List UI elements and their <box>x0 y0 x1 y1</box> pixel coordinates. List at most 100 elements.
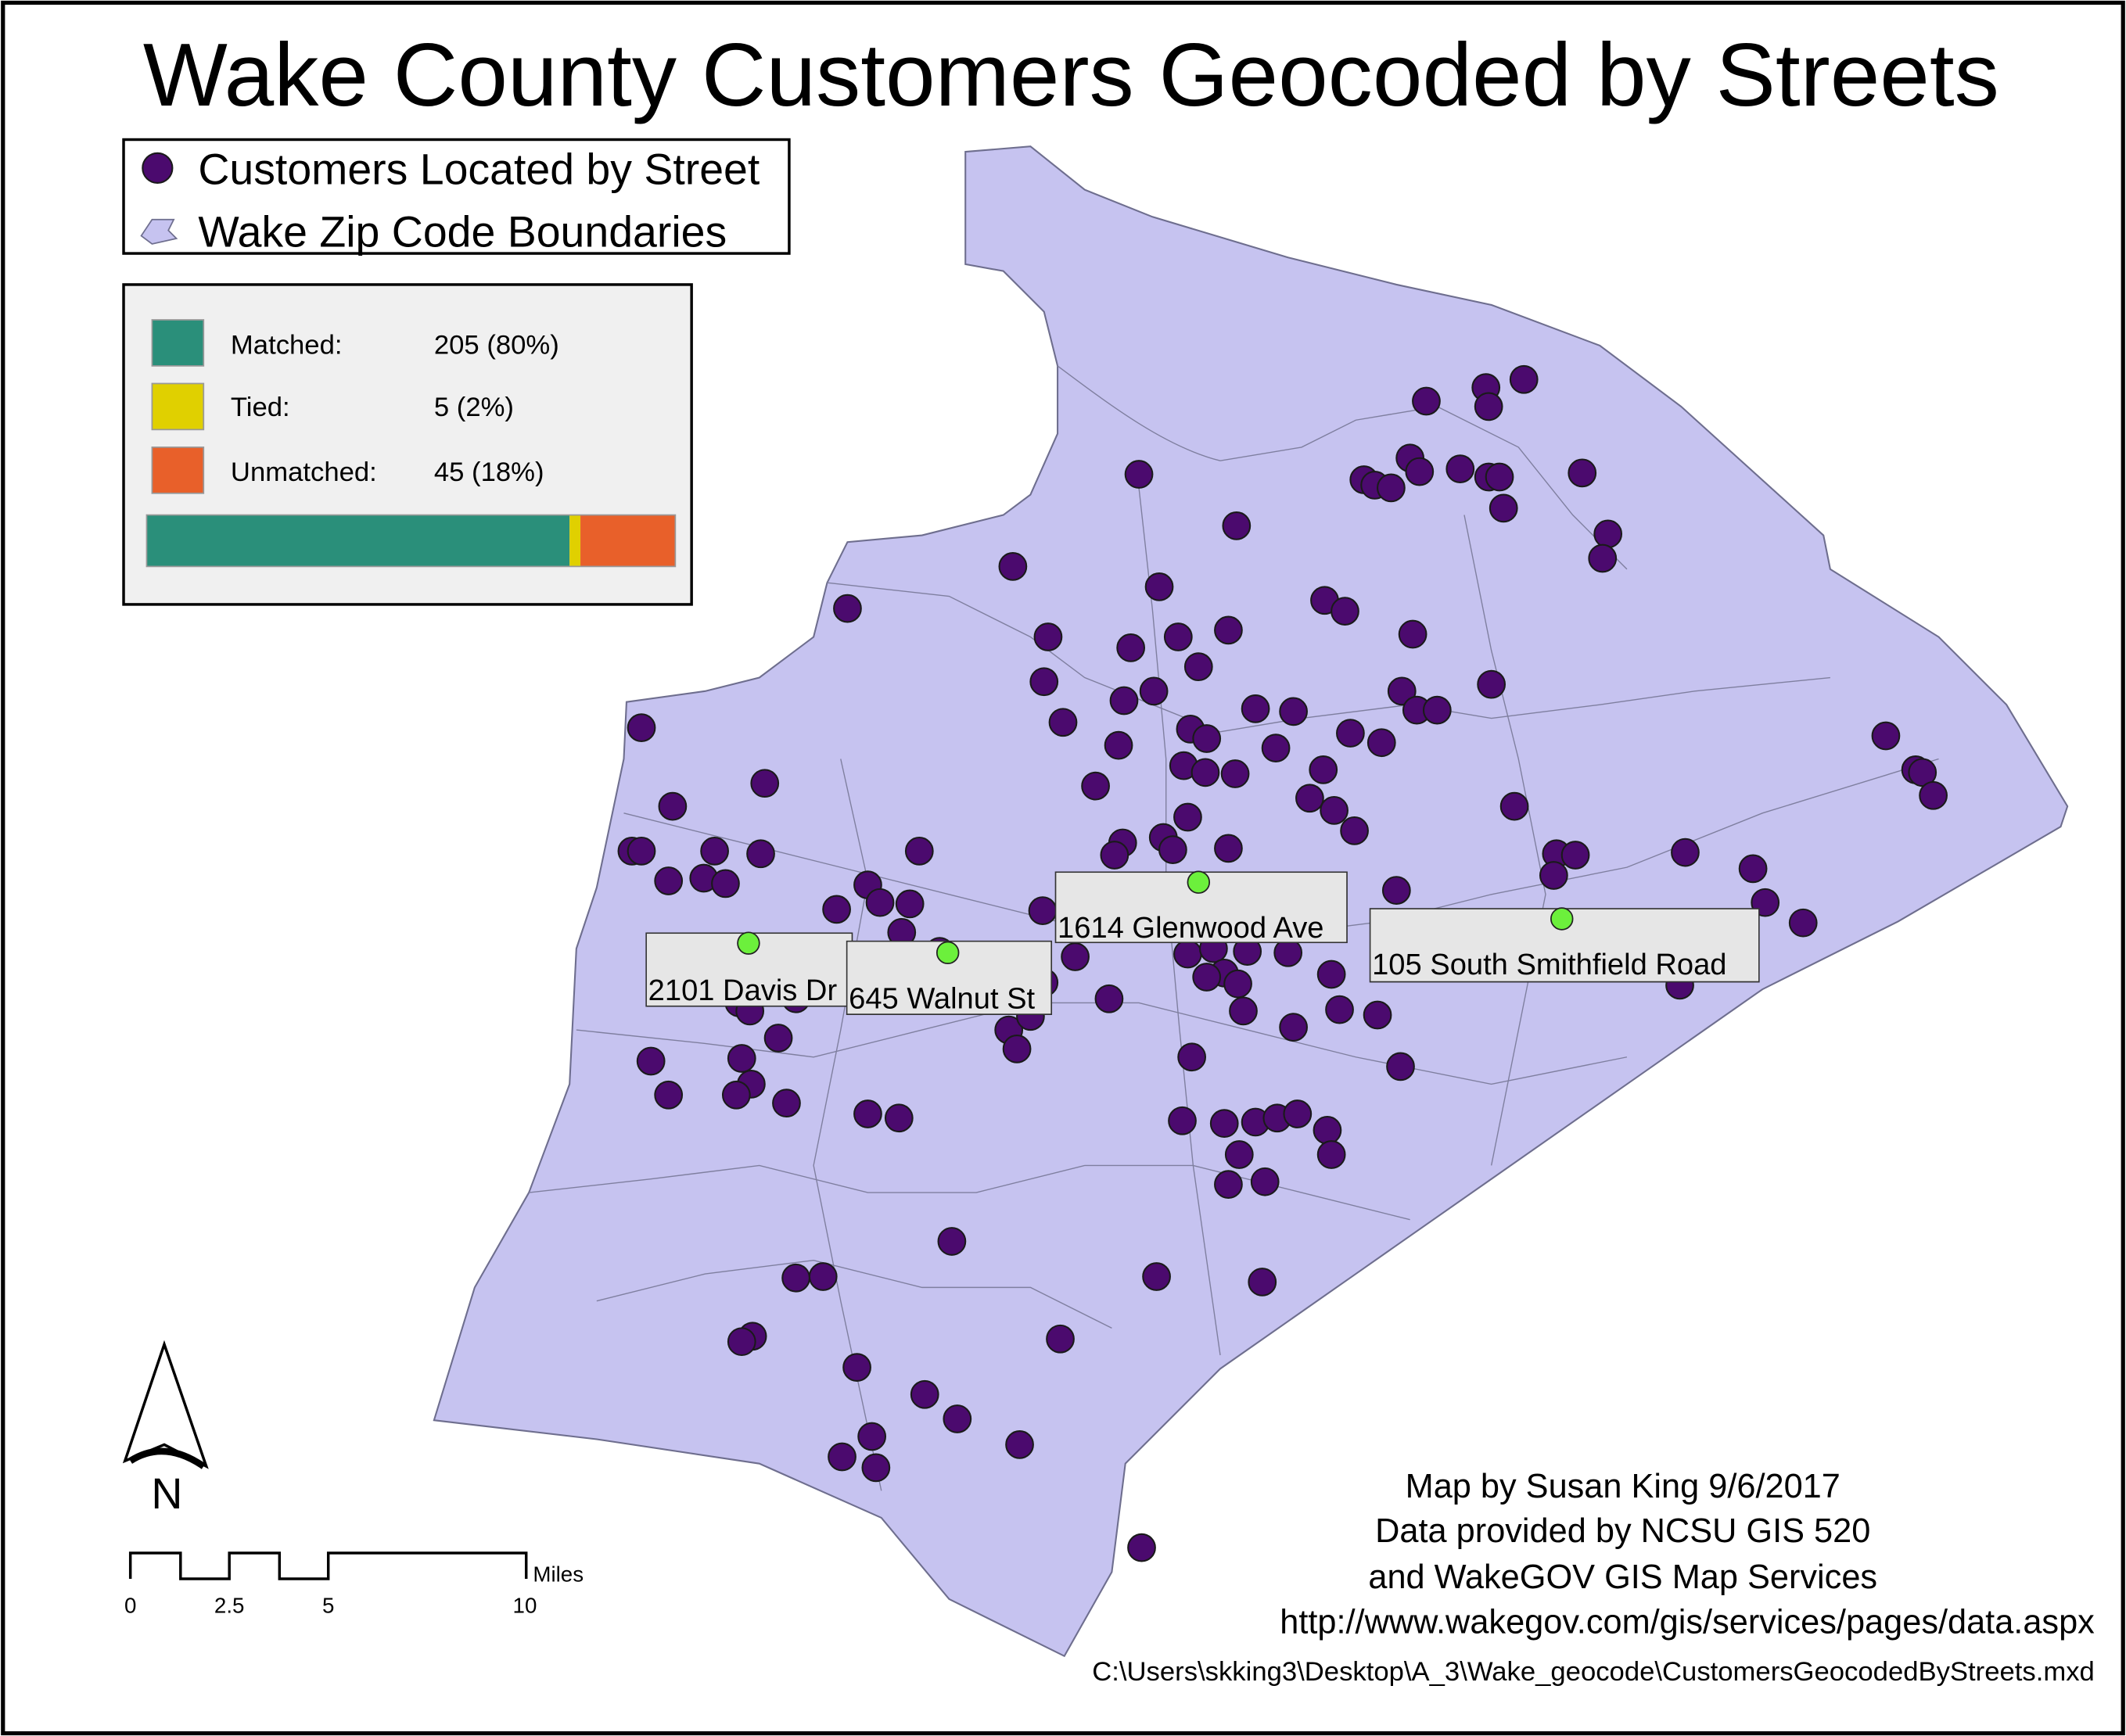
stat-label: Matched: <box>231 330 343 360</box>
customer-point <box>654 866 684 895</box>
customer-point <box>1144 572 1174 601</box>
customer-point <box>1005 1430 1034 1459</box>
customer-point <box>1386 1052 1415 1081</box>
customer-point <box>808 1262 838 1291</box>
customer-point <box>750 769 780 798</box>
customer-point <box>1222 511 1252 540</box>
customer-point <box>1029 667 1059 697</box>
customer-point <box>1331 597 1359 626</box>
customer-point <box>1398 619 1428 649</box>
address-box: 105 South Smithfield Road <box>1369 908 1760 983</box>
customer-point <box>1177 1042 1207 1072</box>
scale-label: 0 <box>124 1593 136 1617</box>
customer-point <box>865 888 895 917</box>
bar-tied <box>569 515 581 567</box>
customer-point <box>1183 652 1213 682</box>
customer-point <box>1190 758 1220 787</box>
geocoded-point <box>1187 870 1211 894</box>
customer-point <box>627 836 656 866</box>
customer-point <box>1139 676 1169 706</box>
customer-point <box>1320 795 1349 825</box>
address-label: 645 Walnut St <box>849 981 1035 1015</box>
swatch-unmatched <box>151 447 205 494</box>
scale-unit: Miles <box>533 1562 584 1586</box>
customer-point <box>721 1080 751 1110</box>
customer-point <box>1046 1324 1075 1354</box>
credit-line: Map by Susan King 9/6/2017 <box>1406 1468 1840 1505</box>
customer-point <box>1192 963 1222 992</box>
customer-point <box>1405 457 1435 486</box>
customer-point <box>1214 834 1243 863</box>
legend-box <box>122 138 791 255</box>
customer-point <box>1366 728 1396 758</box>
address-labels: 2101 Davis Dr 645 Walnut St 1614 Glenwoo… <box>645 870 1760 1016</box>
customer-point <box>943 1404 972 1433</box>
customer-point <box>1568 458 1597 488</box>
geocoded-point <box>737 931 760 955</box>
stat-value: 45 (18%) <box>434 457 544 487</box>
customer-point <box>1477 669 1507 699</box>
customer-point <box>1048 708 1078 737</box>
customer-point <box>1485 462 1514 492</box>
customer-point <box>727 1044 756 1073</box>
customer-point <box>1509 364 1539 394</box>
customer-point <box>998 552 1028 581</box>
customer-point <box>1279 1013 1308 1042</box>
customer-point <box>1109 686 1139 716</box>
legend-dot <box>142 152 174 184</box>
address-label: 105 South Smithfield Road <box>1372 948 1726 981</box>
customer-point <box>1173 939 1202 969</box>
customer-point <box>1104 730 1133 760</box>
customer-point <box>1340 816 1369 845</box>
customer-point <box>1214 1170 1243 1200</box>
north-arrow: N <box>122 1340 209 1518</box>
customer-point <box>1412 386 1441 416</box>
credits: Map by Susan King 9/6/2017 Data provided… <box>1092 1468 2095 1687</box>
customer-point <box>1539 861 1568 890</box>
customer-point <box>1192 724 1222 753</box>
customer-point <box>1316 1140 1346 1169</box>
customer-point <box>636 1046 666 1076</box>
customer-point <box>1241 694 1270 723</box>
customer-point <box>1363 1000 1392 1030</box>
bar-frame <box>145 514 677 568</box>
customer-point <box>1028 896 1058 925</box>
stat-label: Unmatched: <box>231 457 377 487</box>
stat-value: 5 (2%) <box>434 393 514 422</box>
customer-point <box>1279 697 1308 726</box>
geocoded-point <box>1550 907 1574 931</box>
address-label: 2101 Davis Dr <box>648 974 838 1007</box>
legend-label: Wake Zip Code Boundaries <box>198 207 727 256</box>
customer-point <box>1142 1262 1171 1291</box>
customer-point <box>1127 1533 1156 1562</box>
file-path: C:\Users\skking3\Desktop\A_3\Wake_geocod… <box>1092 1657 2095 1687</box>
customer-point <box>1261 733 1291 762</box>
stat-label: Tied: <box>231 393 290 422</box>
customer-point <box>711 869 740 898</box>
customer-point <box>658 791 688 821</box>
customer-point <box>1220 759 1250 788</box>
customer-point <box>1316 959 1346 989</box>
customer-point <box>1788 908 1818 938</box>
customer-point <box>1295 784 1324 813</box>
bar-unmatched <box>580 515 676 567</box>
customer-point <box>1593 519 1623 549</box>
customer-point <box>828 1442 857 1472</box>
customer-point <box>1224 1140 1254 1169</box>
customer-point <box>1474 392 1503 421</box>
customer-point <box>1002 1034 1032 1063</box>
address-label: 1614 Glenwood Ave <box>1058 911 1323 945</box>
customer-point <box>1422 695 1452 725</box>
customer-point <box>1588 543 1618 573</box>
customer-point <box>1173 802 1202 832</box>
customer-point <box>853 1099 882 1128</box>
customer-point <box>1061 942 1090 971</box>
customer-point <box>1250 1167 1280 1196</box>
scale-label: 10 <box>513 1593 537 1617</box>
customer-point <box>884 1103 914 1133</box>
north-label: N <box>151 1469 182 1518</box>
customer-point <box>1377 473 1406 503</box>
customer-point <box>861 1453 891 1483</box>
